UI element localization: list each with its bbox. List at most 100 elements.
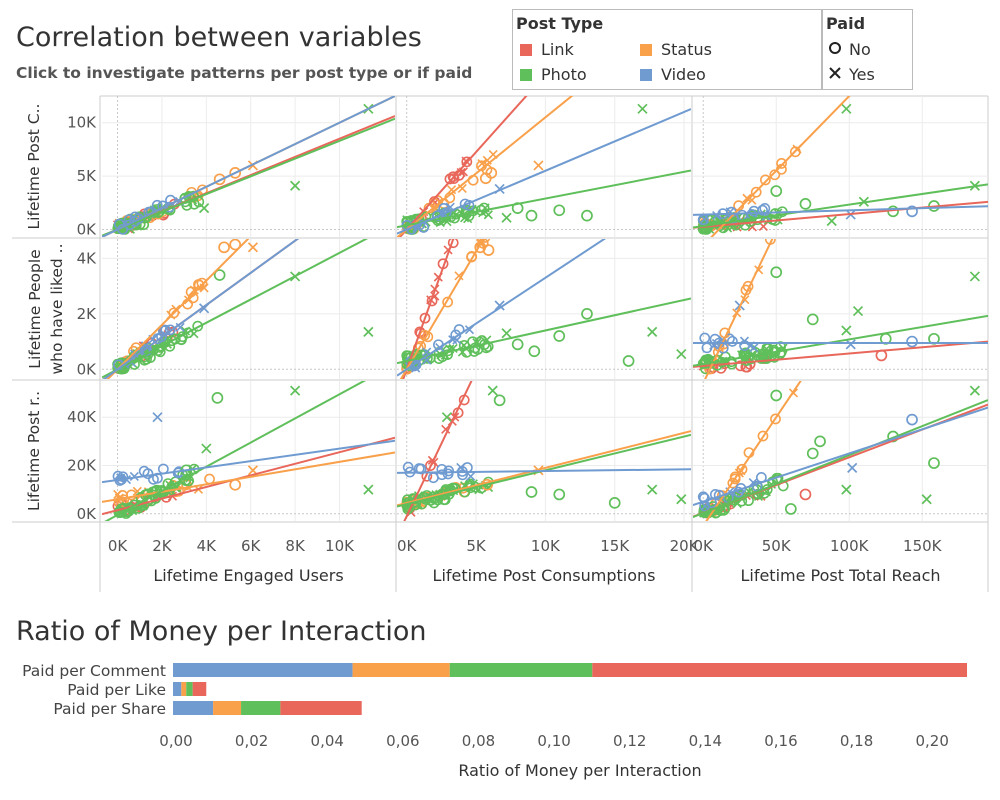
- trend-line-photo[interactable]: [397, 169, 691, 229]
- scatter-point[interactable]: [700, 501, 710, 511]
- scatter-point[interactable]: [906, 335, 918, 348]
- scatter-point[interactable]: [441, 424, 451, 434]
- scatter-point[interactable]: [129, 471, 139, 481]
- scatter-point[interactable]: [363, 326, 374, 337]
- scatter-point[interactable]: [769, 169, 781, 181]
- scatter-point[interactable]: [647, 484, 658, 495]
- scatter-point[interactable]: [459, 198, 471, 210]
- scatter-point[interactable]: [290, 180, 301, 191]
- scatter-point[interactable]: [759, 174, 771, 186]
- scatter-point[interactable]: [921, 494, 932, 505]
- trend-line-photo[interactable]: [102, 117, 395, 237]
- scatter-point[interactable]: [845, 339, 856, 350]
- scatter-point[interactable]: [201, 443, 212, 454]
- trend-line-status[interactable]: [102, 451, 395, 503]
- scatter-point[interactable]: [841, 103, 852, 114]
- scatter-point[interactable]: [218, 241, 230, 254]
- scatter-point[interactable]: [776, 158, 787, 169]
- scatter-point[interactable]: [493, 394, 506, 407]
- scatter-point[interactable]: [247, 242, 259, 253]
- scatter-point[interactable]: [363, 484, 374, 495]
- bar-segment-status[interactable]: [181, 682, 187, 696]
- bar-segment-video[interactable]: [173, 663, 353, 677]
- scatter-point[interactable]: [213, 269, 226, 281]
- scatter-point[interactable]: [169, 333, 181, 345]
- scatter-point[interactable]: [847, 462, 858, 473]
- scatter-point[interactable]: [553, 488, 566, 501]
- scatter-point[interactable]: [156, 331, 167, 343]
- scatter-point[interactable]: [906, 205, 918, 218]
- scatter-point[interactable]: [182, 327, 194, 339]
- scatter-point[interactable]: [581, 308, 593, 320]
- scatter-point[interactable]: [768, 344, 780, 356]
- scatter-point[interactable]: [553, 204, 566, 217]
- scatter-point[interactable]: [483, 210, 493, 220]
- scatter-point[interactable]: [799, 198, 812, 210]
- scatter-point[interactable]: [454, 271, 464, 281]
- trend-line-link[interactable]: [397, 0, 691, 240]
- trend-line-video[interactable]: [102, 96, 395, 237]
- scatter-point[interactable]: [229, 167, 242, 179]
- scatter-point[interactable]: [447, 171, 459, 183]
- trend-line-photo[interactable]: [397, 297, 691, 365]
- scatter-point[interactable]: [806, 447, 819, 460]
- bar-segment-video[interactable]: [173, 701, 214, 715]
- trend-line-video[interactable]: [397, 108, 691, 235]
- scatter-point[interactable]: [447, 185, 457, 195]
- scatter-point[interactable]: [478, 202, 490, 214]
- trend-line-link[interactable]: [693, 340, 988, 368]
- bar-segment-photo[interactable]: [449, 663, 593, 677]
- trend-line-status[interactable]: [397, 430, 691, 507]
- scatter-point[interactable]: [814, 435, 826, 448]
- bar-segment-status[interactable]: [352, 663, 450, 677]
- scatter-point[interactable]: [525, 486, 538, 498]
- scatter-point[interactable]: [533, 160, 544, 171]
- scatter-point[interactable]: [852, 305, 864, 317]
- trend-line-photo[interactable]: [693, 399, 988, 519]
- legend-item-link[interactable]: Link: [520, 40, 574, 59]
- scatter-point[interactable]: [211, 392, 224, 404]
- scatter-point[interactable]: [581, 209, 593, 222]
- scatter-point[interactable]: [528, 345, 541, 358]
- trend-line-video[interactable]: [102, 168, 395, 380]
- scatter-point[interactable]: [608, 497, 621, 509]
- bar-segment-link[interactable]: [280, 701, 362, 715]
- scatter-point[interactable]: [479, 172, 492, 185]
- scatter-point[interactable]: [447, 238, 459, 249]
- scatter-point[interactable]: [511, 338, 524, 351]
- scatter-point[interactable]: [969, 271, 980, 282]
- scatter-point[interactable]: [479, 233, 491, 243]
- bar-segment-link[interactable]: [192, 682, 207, 696]
- scatter-point[interactable]: [770, 185, 783, 197]
- scatter-point[interactable]: [928, 457, 940, 469]
- scatter-point[interactable]: [444, 173, 456, 185]
- scatter-point[interactable]: [147, 344, 159, 356]
- scatter-point[interactable]: [784, 503, 797, 515]
- scatter-point[interactable]: [770, 413, 781, 425]
- scatter-point[interactable]: [460, 206, 472, 218]
- scatter-point[interactable]: [419, 312, 431, 324]
- trend-line-status[interactable]: [693, 102, 988, 541]
- scatter-point[interactable]: [736, 463, 748, 475]
- scatter-point[interactable]: [474, 241, 487, 254]
- legend-item-status[interactable]: Status: [640, 40, 712, 59]
- trend-line-link[interactable]: [397, 0, 691, 536]
- bar-segment-photo[interactable]: [241, 701, 281, 715]
- scatter-point[interactable]: [501, 212, 512, 223]
- scatter-point[interactable]: [622, 355, 635, 367]
- scatter-point[interactable]: [442, 349, 453, 361]
- trend-line-photo[interactable]: [693, 314, 988, 367]
- legend-item-photo[interactable]: Photo: [520, 65, 587, 84]
- bar-segment-video[interactable]: [173, 682, 182, 696]
- bar-segment-status[interactable]: [213, 701, 242, 715]
- scatter-point[interactable]: [647, 326, 658, 337]
- scatter-point[interactable]: [770, 389, 783, 402]
- trend-line-link[interactable]: [397, 0, 691, 396]
- scatter-point[interactable]: [457, 469, 468, 481]
- scatter-point[interactable]: [441, 412, 453, 423]
- scatter-point[interactable]: [213, 173, 226, 186]
- scatter-point[interactable]: [739, 340, 750, 351]
- scatter-point[interactable]: [790, 189, 799, 198]
- trend-line-status[interactable]: [397, 0, 691, 237]
- scatter-point[interactable]: [461, 156, 473, 168]
